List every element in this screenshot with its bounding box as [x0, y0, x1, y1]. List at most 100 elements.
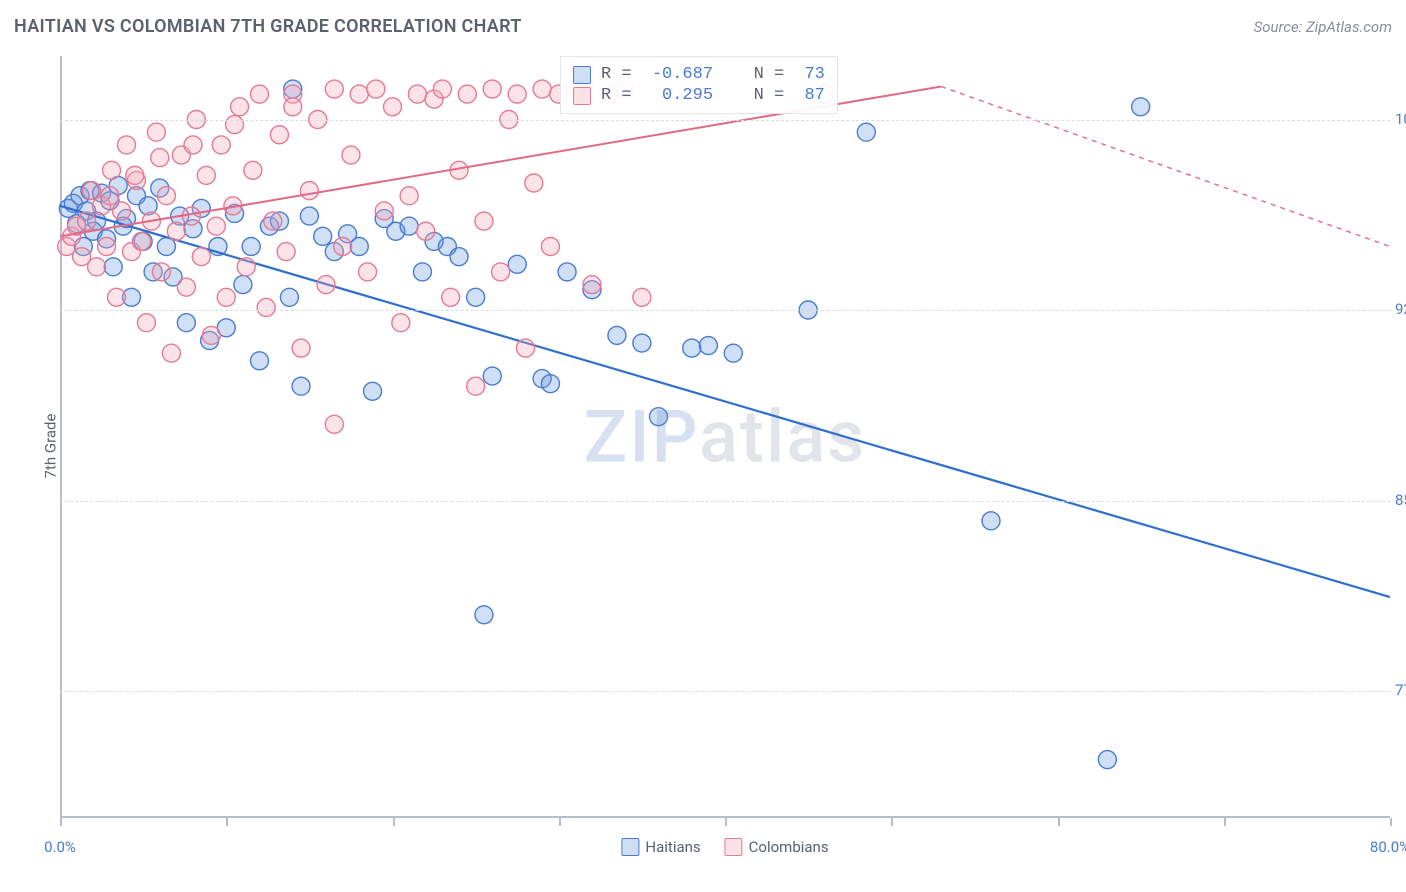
scatter-point: [450, 248, 468, 266]
scatter-point: [392, 314, 410, 332]
scatter-point: [633, 288, 651, 306]
legend-item: Haitians: [621, 838, 700, 856]
gridline-h: [60, 310, 1390, 311]
x-tick: [60, 818, 62, 826]
scatter-point: [417, 222, 435, 240]
scatter-point: [350, 85, 368, 103]
scatter-point: [442, 288, 460, 306]
scatter-point: [475, 606, 493, 624]
x-tick: [226, 818, 228, 826]
scatter-point: [508, 255, 526, 273]
scatter-point: [317, 276, 335, 294]
scatter-point: [633, 334, 651, 352]
scatter-point: [157, 187, 175, 205]
header-row: HAITIAN VS COLOMBIAN 7TH GRADE CORRELATI…: [14, 16, 1392, 37]
scatter-point: [184, 136, 202, 154]
scatter-point: [151, 149, 169, 167]
scatter-point: [300, 207, 318, 225]
scatter-point: [359, 263, 377, 281]
legend-label: Haitians: [645, 838, 700, 856]
scatter-point: [147, 123, 165, 141]
chart-svg: [60, 56, 1390, 818]
scatter-point: [88, 258, 106, 276]
scatter-point: [558, 263, 576, 281]
scatter-point: [270, 126, 288, 144]
scatter-point: [683, 339, 701, 357]
scatter-point: [126, 166, 144, 184]
stats-r-label: R =: [601, 65, 642, 84]
gridline-h: [60, 501, 1390, 502]
scatter-point: [226, 116, 244, 134]
scatter-point: [101, 187, 119, 205]
stats-swatch: [573, 87, 591, 105]
scatter-point: [857, 123, 875, 141]
stats-swatch: [573, 66, 591, 84]
scatter-point: [583, 276, 601, 294]
scatter-point: [483, 80, 501, 98]
x-tick-label: 80.0%: [1370, 838, 1406, 856]
scatter-point: [699, 337, 717, 355]
scatter-point: [251, 352, 269, 370]
scatter-point: [108, 288, 126, 306]
x-tick: [725, 818, 727, 826]
scatter-point: [433, 80, 451, 98]
x-tick: [891, 818, 893, 826]
x-tick: [1058, 818, 1060, 826]
scatter-point: [152, 263, 170, 281]
scatter-point: [202, 326, 220, 344]
legend-bottom: Haitians Colombians: [621, 838, 828, 856]
stats-r-value: -0.687: [652, 65, 713, 84]
trend-line: [60, 206, 1390, 597]
scatter-point: [400, 217, 418, 235]
scatter-point: [413, 263, 431, 281]
legend-swatch: [621, 838, 639, 856]
scatter-point: [367, 80, 385, 98]
scatter-point: [162, 344, 180, 362]
scatter-point: [103, 161, 121, 179]
scatter-point: [192, 248, 210, 266]
scatter-point: [325, 415, 343, 433]
scatter-point: [508, 85, 526, 103]
scatter-point: [231, 98, 249, 116]
scatter-point: [244, 161, 262, 179]
chart-container: HAITIAN VS COLOMBIAN 7TH GRADE CORRELATI…: [0, 0, 1406, 892]
scatter-point: [251, 85, 269, 103]
scatter-point: [724, 344, 742, 362]
scatter-point: [458, 85, 476, 103]
scatter-point: [280, 288, 298, 306]
scatter-point: [292, 377, 310, 395]
legend-item: Colombians: [725, 838, 829, 856]
gridline-h: [60, 120, 1390, 121]
stats-r-value: 0.295: [652, 86, 713, 105]
stats-n-label: N =: [723, 86, 794, 105]
scatter-point: [400, 187, 418, 205]
scatter-point: [541, 238, 559, 256]
gridline-h: [60, 691, 1390, 692]
stats-n-value: 87: [804, 86, 824, 105]
x-tick-label: 0.0%: [44, 838, 76, 856]
scatter-point: [1132, 98, 1150, 116]
scatter-point: [1098, 751, 1116, 769]
scatter-point: [364, 382, 382, 400]
scatter-point: [541, 375, 559, 393]
x-tick: [393, 818, 395, 826]
y-tick-label: 100.0%: [1395, 110, 1406, 128]
scatter-point: [177, 278, 195, 296]
y-tick-label: 92.5%: [1395, 300, 1406, 318]
scatter-point: [212, 136, 230, 154]
scatter-point: [300, 182, 318, 200]
scatter-point: [257, 298, 275, 316]
scatter-point: [78, 212, 96, 230]
scatter-point: [475, 212, 493, 230]
y-tick-label: 77.5%: [1395, 681, 1406, 699]
scatter-point: [533, 80, 551, 98]
scatter-point: [284, 98, 302, 116]
scatter-point: [334, 238, 352, 256]
scatter-point: [342, 146, 360, 164]
stats-row: R = 0.295 N = 87: [573, 86, 825, 105]
scatter-point: [113, 202, 131, 220]
legend-label: Colombians: [749, 838, 829, 856]
scatter-point: [292, 339, 310, 357]
stats-n-value: 73: [804, 65, 824, 84]
stats-row: R = -0.687 N = 73: [573, 65, 825, 84]
